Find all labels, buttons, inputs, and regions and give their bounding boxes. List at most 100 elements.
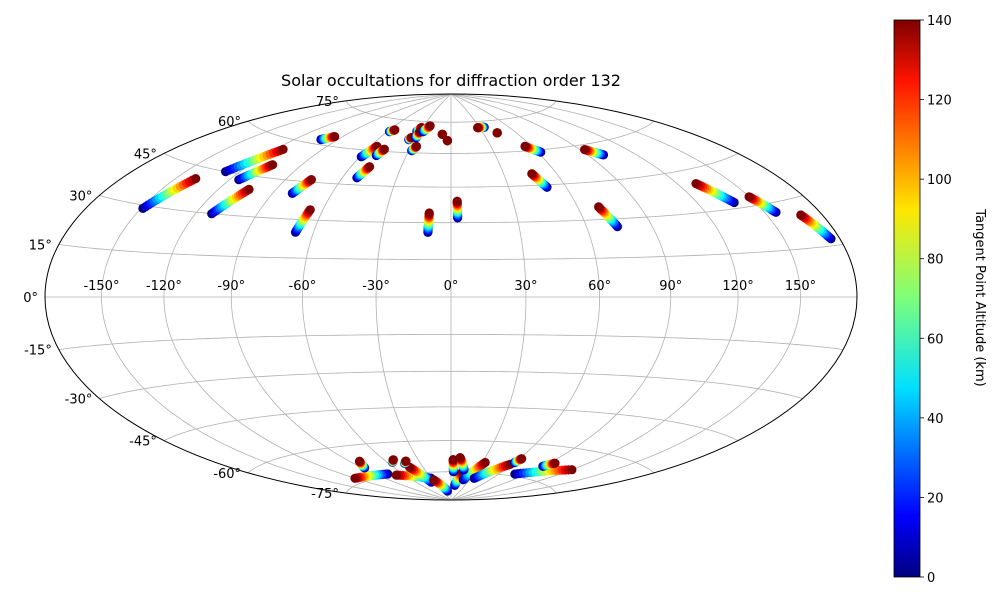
occultation-track	[290, 205, 315, 237]
occultation-track	[316, 132, 340, 145]
altitude-point	[390, 125, 400, 135]
occultation-track	[429, 475, 453, 496]
chart-title: Solar occultations for diffraction order…	[281, 71, 621, 90]
occultation-track	[452, 196, 463, 223]
altitude-point	[567, 465, 577, 475]
longitude-gridline	[230, 94, 452, 500]
longitude-gridline	[450, 94, 672, 500]
altitude-point	[305, 205, 315, 215]
occultation-track	[492, 128, 502, 138]
occultation-track	[207, 184, 254, 219]
altitude-point	[401, 456, 411, 466]
occultation-track	[455, 453, 469, 475]
occultation-track	[400, 456, 411, 468]
altitude-point	[455, 453, 465, 463]
occultation-track	[350, 469, 393, 483]
colorbar: 0 20 40 60 80 100 120 140 Tangent Point Altitud…	[893, 14, 987, 586]
longitude-tick-label: -60°	[289, 279, 317, 294]
altitude-point	[744, 192, 754, 202]
altitude-point	[244, 184, 254, 194]
occultation-track	[520, 141, 546, 157]
occultation-track	[423, 208, 434, 237]
occultation-track	[437, 129, 447, 139]
longitude-tick-label: -120°	[146, 279, 182, 294]
altitude-point	[480, 457, 490, 468]
colorbar-tick-label: 80	[927, 253, 944, 268]
occultation-track	[594, 202, 623, 232]
occultation-track	[538, 458, 560, 471]
latitude-tick-label: 15°	[29, 238, 52, 253]
altitude-point	[437, 129, 447, 139]
occultation-track	[691, 179, 739, 208]
longitude-tick-label: 0°	[444, 279, 459, 294]
colorbar-tick-label: 120	[927, 94, 952, 109]
occultation-track	[473, 122, 489, 133]
latitude-tick-label: -15°	[24, 344, 52, 359]
colorbar-tick-label: 0	[927, 571, 935, 586]
altitude-point	[796, 210, 806, 220]
longitude-gridline	[450, 94, 801, 500]
colorbar-tick-label: 140	[927, 14, 952, 29]
latitude-tick-label: 45°	[134, 147, 157, 162]
longitude-tick-label: 120°	[722, 279, 753, 294]
longitude-tick-label: -30°	[362, 279, 390, 294]
longitude-tick-label: 60°	[588, 279, 611, 294]
longitude-gridline	[450, 94, 739, 500]
occultation-track	[796, 210, 836, 244]
occultation-track	[448, 455, 459, 477]
occultation-track	[234, 160, 278, 185]
altitude-point	[492, 128, 502, 138]
longitude-gridline	[101, 94, 452, 500]
colorbar-tick-label: 20	[927, 491, 944, 506]
altitude-point	[278, 144, 288, 154]
altitude-point	[354, 456, 365, 466]
occultation-track	[387, 455, 398, 467]
occultation-track	[407, 141, 422, 156]
altitude-point	[350, 473, 360, 483]
longitude-tick-label: 150°	[785, 279, 816, 294]
altitude-point	[517, 454, 527, 464]
longitude-tick-label: -90°	[217, 279, 245, 294]
occultation-track	[418, 121, 435, 137]
altitude-point	[448, 455, 458, 465]
altitude-point	[452, 196, 462, 206]
occultation-track	[371, 144, 389, 161]
altitude-point	[424, 208, 434, 218]
latitude-tick-label: 60°	[218, 115, 241, 130]
longitude-gridline	[163, 94, 452, 500]
occultation-track	[510, 465, 577, 479]
altitude-point	[191, 174, 201, 184]
altitude-point	[594, 202, 604, 212]
colorbar-label: Tangent Point Altitude (km)	[972, 208, 987, 386]
occultation-track	[354, 456, 370, 473]
altitude-point	[391, 470, 401, 480]
graticule	[45, 94, 857, 500]
occultation-track	[356, 141, 382, 162]
occultation-track	[527, 169, 552, 192]
altitude-point	[691, 179, 701, 189]
altitude-point	[473, 123, 483, 133]
altitude-point	[527, 169, 537, 179]
altitude-point	[388, 455, 398, 465]
altitude-point	[306, 175, 316, 185]
colorbar-tick-label: 60	[927, 332, 944, 347]
longitude-tick-label: 30°	[514, 279, 537, 294]
occultation-track	[352, 162, 375, 183]
longitude-tick-label: -150°	[83, 279, 119, 294]
longitude-gridline	[450, 94, 527, 500]
latitude-tick-label: -75°	[311, 487, 339, 502]
latitude-tick-label: -30°	[65, 393, 93, 408]
altitude-point	[379, 144, 389, 154]
occultation-tracks	[138, 121, 836, 496]
latitude-tick-label: 30°	[69, 190, 92, 205]
altitude-point	[550, 458, 560, 468]
colorbar-tick-label: 100	[927, 173, 952, 188]
colorbar-tick-label: 40	[927, 412, 944, 427]
colorbar-gradient	[893, 19, 921, 578]
latitude-tick-label: 0°	[23, 291, 38, 306]
occultation-track	[744, 192, 781, 217]
altitude-point	[330, 132, 340, 142]
colorbar-ticks: 0 20 40 60 80 100 120 140	[920, 14, 952, 586]
altitude-point	[442, 136, 452, 146]
latitude-tick-label: -60°	[213, 467, 241, 482]
